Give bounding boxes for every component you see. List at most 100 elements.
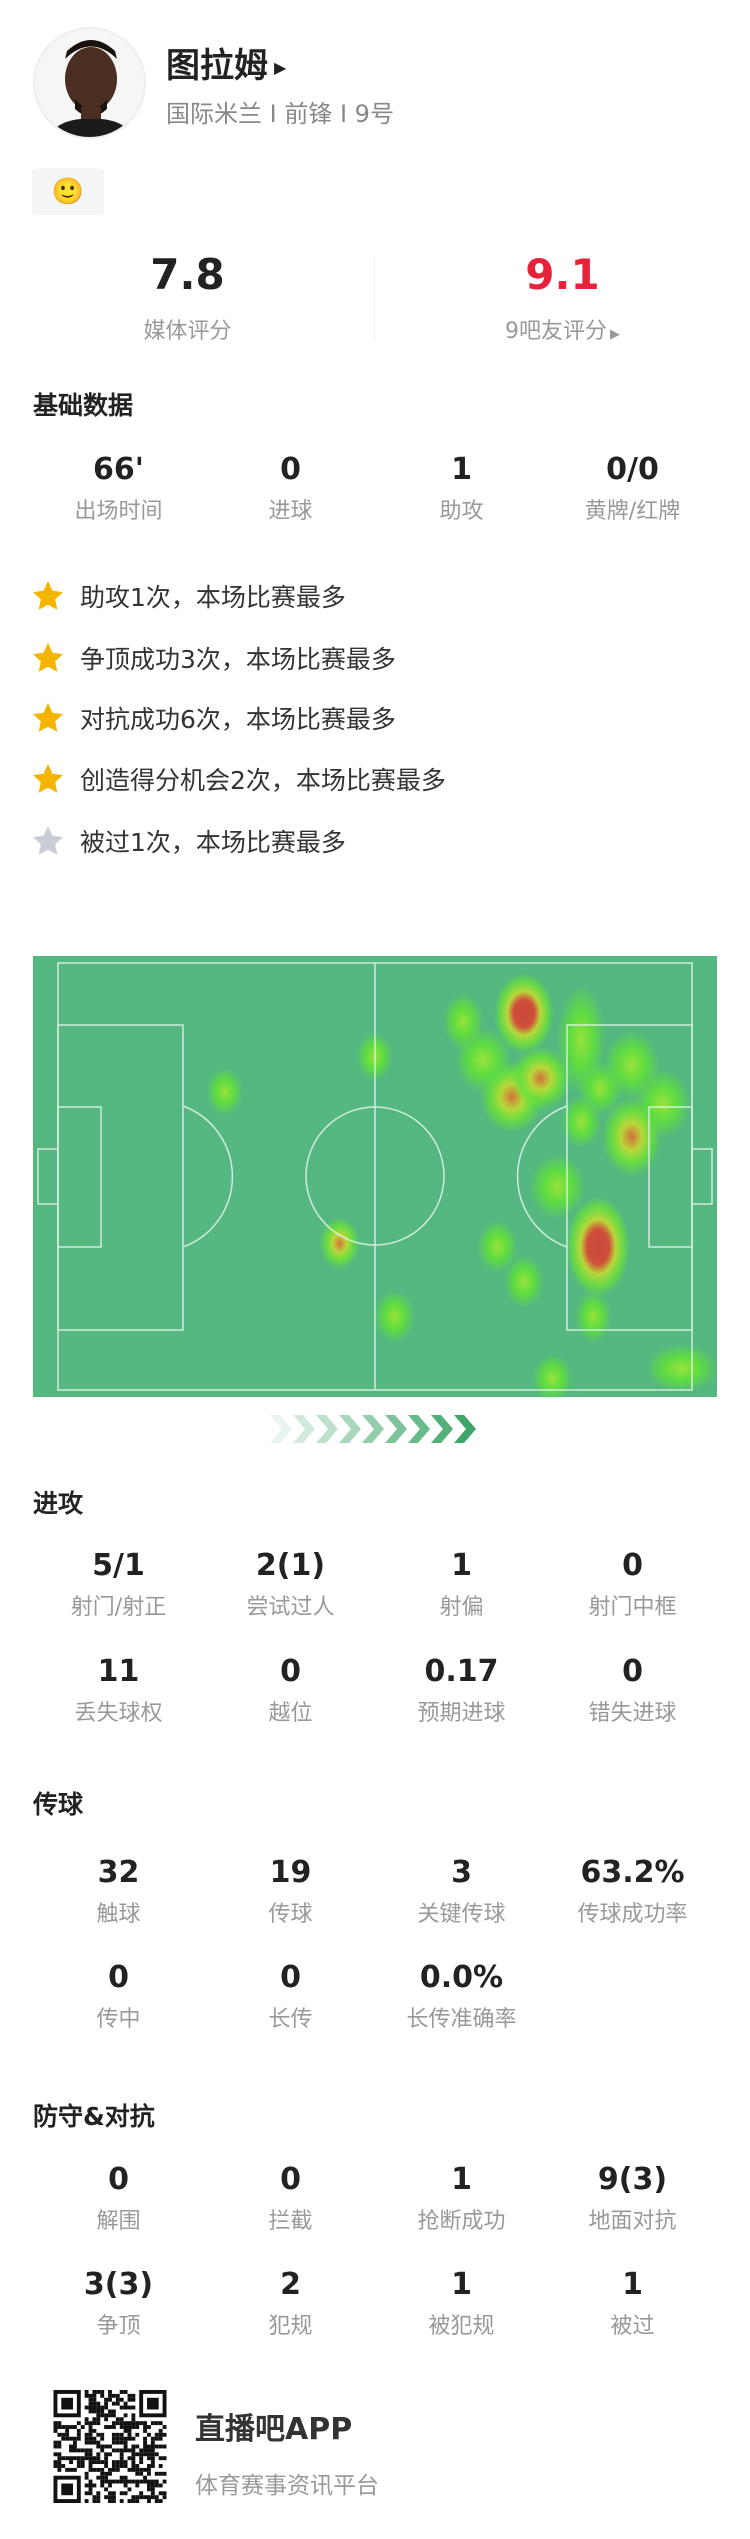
heat-spot [319,1217,360,1270]
stat-label: 越位 [268,1701,313,1726]
section-title-passing: 传球 [33,1790,84,1819]
heat-spot [575,1290,612,1343]
stat-attack: 0 越位 [205,1654,376,1727]
stat-passing: 19 传球 [205,1855,376,1928]
highlight-text: 对抗成功6次，本场比赛最多 [80,705,396,734]
stat-label: 助攻 [439,499,484,524]
heat-spot [206,1067,243,1116]
stat-value: 1 [622,2267,643,2302]
stat-value: 3 [451,1855,472,1890]
stat-label: 关键传球 [417,1902,506,1927]
player-name[interactable]: 图拉姆 ▶ [166,46,287,86]
footer-tagline: 体育赛事资讯平台 [195,2473,379,2499]
star-icon [33,703,63,732]
media-rating: 7.8 媒体评分 [0,250,375,345]
stat-label: 黄牌/红牌 [584,499,681,524]
stat-value: 0.0% [419,1960,504,1995]
stat-value: 1 [451,2162,472,2197]
stat-defense: 3(3) 争顶 [33,2267,204,2340]
star-icon [33,826,63,855]
highlight-item: 对抗成功6次，本场比赛最多 [30,700,396,736]
stat-value: 0 [108,2162,129,2197]
stat-attack: 1 射偏 [376,1548,547,1621]
stat-value: 32 [97,1855,140,1890]
star-icon [33,643,63,672]
stat-attack: 0.17 预期进球 [376,1654,547,1727]
stat-value: 0 [280,1654,301,1689]
stat-label: 解围 [96,2209,141,2234]
stat-value: 0 [622,1548,643,1583]
stat-label: 长传准确率 [406,2007,517,2032]
stat-defense: 1 被过 [547,2267,718,2340]
highlight-text: 创造得分机会2次，本场比赛最多 [80,766,446,795]
media-rating-label: 媒体评分 [143,319,232,344]
stat-basic: 1 助攻 [376,452,547,525]
stat-label: 争顶 [96,2314,141,2339]
player-subtitle: 国际米兰 I 前锋 I 9号 [166,100,394,128]
stat-attack: 5/1 射门/射正 [33,1548,204,1621]
stat-defense: 1 抢断成功 [376,2162,547,2235]
heat-spot [374,1290,415,1343]
heat-spot [601,1096,662,1177]
caret-right-icon: ▶ [274,58,287,77]
heat-spot [503,1255,544,1308]
stat-label: 被过 [610,2314,655,2339]
stat-label: 被犯规 [428,2314,495,2339]
chevron-right-icon [362,1415,384,1443]
stat-label: 拦截 [268,2209,313,2234]
player-avatar[interactable] [33,27,146,139]
emoji-sticker-icon[interactable]: 🙂 [32,168,104,215]
stat-value: 19 [269,1855,312,1890]
stat-value: 0/0 [606,452,659,487]
stat-label: 传中 [96,2007,141,2032]
stat-defense: 1 被犯规 [376,2267,547,2340]
stat-basic: 0 进球 [205,452,376,525]
stat-label: 传球 [268,1902,313,1927]
stat-passing: 0 传中 [33,1960,204,2033]
stat-defense: 2 犯规 [205,2267,376,2340]
stat-label: 犯规 [268,2314,313,2339]
stat-passing: 3 关键传球 [376,1855,547,1928]
highlight-text: 争顶成功3次，本场比赛最多 [80,645,396,674]
section-title-basic: 基础数据 [33,391,134,420]
stat-value: 66' [93,452,144,487]
footer-app-name: 直播吧APP [195,2412,353,2447]
stat-label: 进球 [268,499,313,524]
stat-value: 1 [451,1548,472,1583]
highlight-text: 被过1次，本场比赛最多 [80,828,346,857]
stat-defense: 9(3) 地面对抗 [547,2162,718,2235]
qr-code[interactable] [52,2390,168,2503]
stat-passing: 0.0% 长传准确率 [376,1960,547,2033]
stat-label: 地面对抗 [588,2209,677,2234]
stat-value: 1 [451,2267,472,2302]
stat-label: 尝试过人 [246,1595,335,1620]
stat-value: 2 [280,2267,301,2302]
fan-rating[interactable]: 9.1 9吧友评分 ▶ [375,250,750,345]
chevron-right-icon [454,1415,476,1443]
fan-rating-value: 9.1 [525,250,600,299]
fan-rating-label: 9吧友评分 ▶ [505,319,620,344]
heat-spot [566,1196,631,1297]
stat-value: 0 [108,1960,129,1995]
stat-label: 触球 [96,1902,141,1927]
stat-passing: 63.2% 传球成功率 [547,1855,718,1928]
stat-basic: 0/0 黄牌/红牌 [547,452,718,525]
rating-divider [374,255,375,340]
heat-spot [493,973,554,1054]
pitch-lines [37,962,713,1391]
stat-label: 射门中框 [588,1595,677,1620]
stat-value: 0 [280,2162,301,2197]
chevron-right-icon [431,1415,453,1443]
highlight-item: 创造得分机会2次，本场比赛最多 [30,761,446,797]
star-icon [33,764,63,793]
stat-label: 预期进球 [417,1701,506,1726]
stat-basic: 66' 出场时间 [33,452,204,525]
stat-defense: 0 解围 [33,2162,204,2235]
chevron-right-icon [408,1415,430,1443]
attack-direction-arrows [270,1415,477,1443]
star-icon [33,581,63,610]
stat-label: 射偏 [439,1595,484,1620]
stat-attack: 11 丢失球权 [33,1654,204,1727]
stat-value: 0.17 [424,1654,499,1689]
highlight-item: 争顶成功3次，本场比赛最多 [30,640,396,676]
